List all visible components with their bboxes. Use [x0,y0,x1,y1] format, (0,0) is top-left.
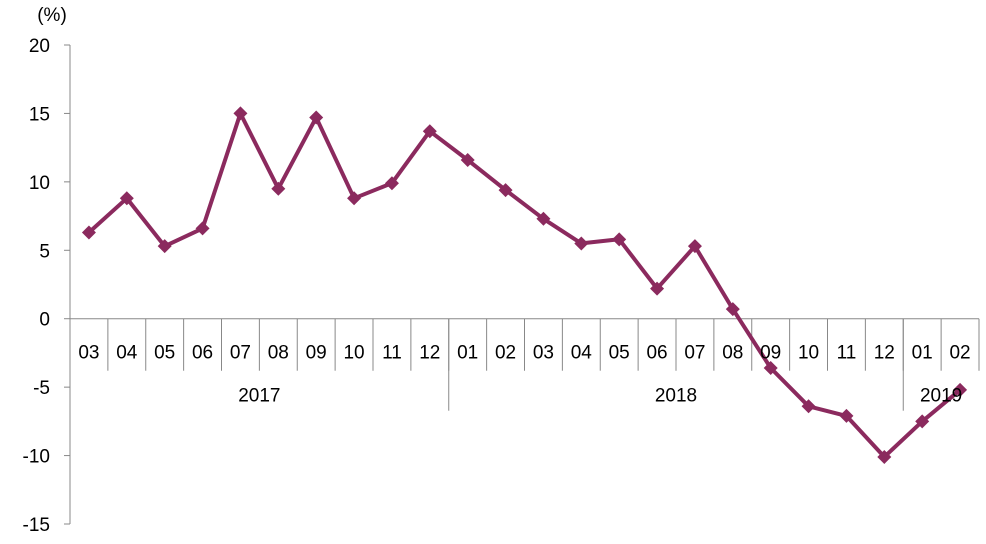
x-tick-label: 02 [949,343,970,364]
y-tick-label: -5 [33,378,50,399]
data-point-marker [763,360,778,375]
data-point-marker [725,302,740,317]
x-tick-label: 01 [912,343,933,364]
data-point-marker [347,191,362,206]
x-tick-label: 11 [837,343,857,364]
data-point-marker [233,106,248,121]
data-point-marker [839,408,854,423]
x-tick-label: 08 [268,343,289,364]
year-group-label: 2017 [238,386,280,407]
x-tick-label: 07 [230,343,251,364]
x-tick-label: 06 [646,343,667,364]
x-tick-label: 04 [116,343,138,364]
x-tick-label: 08 [722,343,743,364]
data-point-marker [119,191,134,206]
x-tick-label: 02 [495,343,516,364]
data-point-marker [384,176,399,191]
y-tick-label: 10 [29,173,50,194]
x-tick-label: 03 [533,343,554,364]
data-point-marker [498,183,513,198]
data-point-marker [953,382,968,397]
y-tick-label: 5 [39,241,50,262]
y-tick-label: 15 [29,104,50,125]
x-tick-label: 12 [419,343,440,364]
data-point-marker [612,232,627,247]
y-tick-label: -15 [23,515,50,536]
data-point-marker [877,449,892,464]
data-point-marker [574,236,589,251]
data-point-marker [801,399,816,414]
x-tick-label: 10 [798,343,819,364]
label-layer: 20 15 10 5 0 -5 -10 -15 03 04 05 06 07 08 09 10 11 12 01 02… [23,36,971,536]
data-point-marker [195,221,210,236]
data-point-marker [536,211,551,226]
y-tick-label: 20 [29,36,50,57]
y-axis-unit-label: (%) [37,5,67,26]
x-tick-label: 12 [874,343,895,364]
data-point-marker [650,281,665,296]
x-tick-label: 06 [192,343,213,364]
series-line [87,111,962,459]
year-group-label: 2018 [655,386,697,407]
x-tick-label: 11 [382,343,402,364]
x-tick-label: 10 [343,343,364,364]
x-tick-label: 04 [571,343,593,364]
series-layer [81,106,968,464]
data-point-marker [915,414,930,429]
data-point-marker [687,239,702,254]
x-tick-label: 05 [154,343,175,364]
y-tick-label: -10 [23,447,50,468]
data-point-marker [422,124,437,139]
axis-layer [64,44,980,525]
x-tick-label: 09 [306,343,327,364]
x-tick-label: 05 [609,343,630,364]
data-point-marker [157,239,172,254]
x-tick-label: 09 [760,343,781,364]
x-tick-label: 03 [78,343,99,364]
data-point-marker [81,225,96,240]
x-tick-label: 01 [457,343,478,364]
x-tick-label: 07 [684,343,705,364]
data-point-marker [271,181,286,196]
year-group-label: 2019 [920,386,962,407]
data-point-marker [460,152,475,167]
y-tick-label: 0 [39,310,50,331]
data-point-marker [309,110,324,125]
